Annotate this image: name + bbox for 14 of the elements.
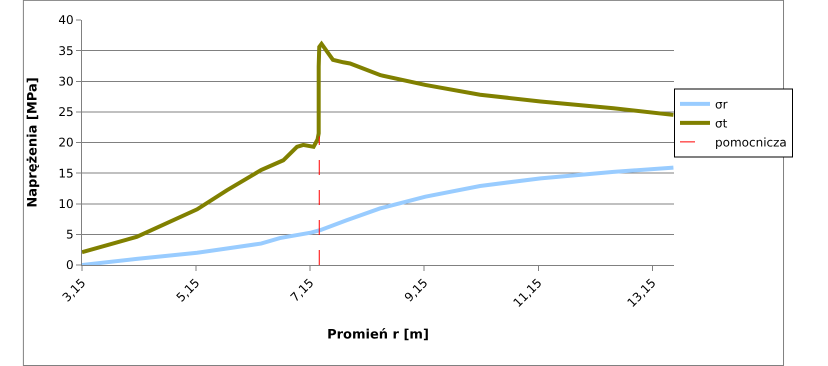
y-tick-label: 20 (58, 136, 74, 150)
y-tick-label: 30 (58, 74, 74, 88)
y-tick-label: 10 (58, 196, 74, 211)
y-tick-label: 5 (66, 228, 74, 242)
legend-label: σt (715, 116, 728, 131)
y-tick-label: 0 (66, 258, 74, 272)
y-tick-label: 35 (58, 44, 74, 58)
legend-label: σr (715, 98, 728, 112)
y-tick-label: 25 (58, 105, 74, 120)
y-tick-label: 40 (58, 13, 74, 28)
legend-label: pomocnicza (715, 136, 787, 150)
x-axis-title: Promień r [m] (327, 328, 429, 343)
y-tick-label: 15 (58, 166, 74, 180)
y-axis-title: Naprężenia [MPa] (25, 77, 40, 208)
